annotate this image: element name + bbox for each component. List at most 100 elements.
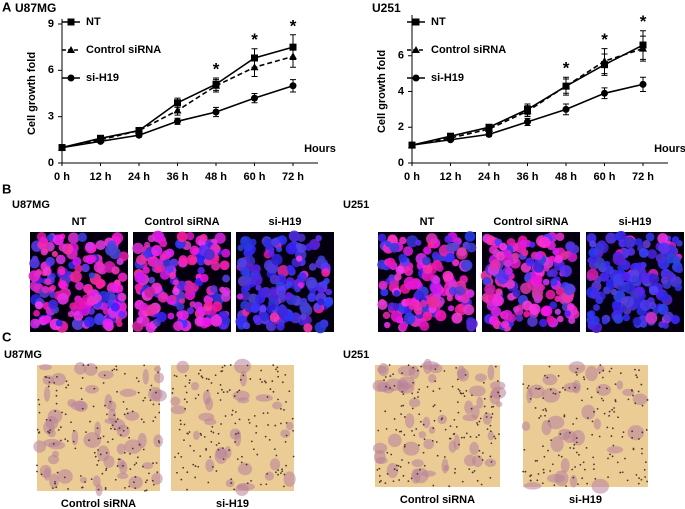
pore bbox=[275, 454, 278, 457]
significance-mark: * bbox=[213, 60, 220, 79]
cell bbox=[444, 235, 453, 244]
cell bbox=[657, 233, 669, 245]
chart-title: U251 bbox=[372, 1, 401, 15]
cell bbox=[34, 301, 44, 310]
cell bbox=[49, 291, 56, 298]
y-axis-label: Cell growth fold bbox=[26, 52, 38, 135]
pore bbox=[478, 449, 481, 452]
cell bbox=[272, 401, 283, 410]
pore bbox=[416, 472, 419, 475]
cell bbox=[317, 255, 326, 264]
cell bbox=[186, 307, 195, 315]
pore bbox=[212, 431, 215, 434]
pore bbox=[451, 385, 454, 388]
pore bbox=[283, 485, 285, 488]
cell bbox=[159, 253, 167, 261]
pore bbox=[230, 482, 233, 484]
pore bbox=[223, 364, 226, 367]
cell bbox=[71, 429, 79, 446]
cell bbox=[418, 431, 427, 439]
pore bbox=[275, 368, 277, 371]
cell bbox=[410, 468, 421, 484]
image-caption: Control siRNA bbox=[493, 216, 568, 228]
pore bbox=[277, 473, 279, 476]
cell bbox=[58, 280, 67, 289]
pore bbox=[284, 440, 287, 443]
pore bbox=[396, 469, 398, 472]
cell bbox=[528, 384, 545, 399]
pore bbox=[416, 391, 419, 394]
pore bbox=[572, 423, 575, 425]
cell bbox=[266, 321, 277, 332]
y-tick-label: 3 bbox=[48, 111, 54, 123]
cell bbox=[446, 295, 453, 302]
cell bbox=[445, 252, 455, 263]
pore bbox=[188, 431, 191, 433]
pore bbox=[143, 364, 146, 367]
cell bbox=[75, 281, 84, 291]
pore bbox=[51, 487, 54, 489]
cell bbox=[448, 286, 458, 296]
cell bbox=[285, 312, 295, 322]
cell bbox=[85, 254, 95, 265]
pore bbox=[126, 427, 129, 429]
cell bbox=[270, 237, 280, 247]
pore bbox=[44, 375, 47, 378]
pore bbox=[417, 444, 420, 447]
pore bbox=[635, 374, 638, 377]
cell bbox=[44, 278, 52, 286]
marker bbox=[524, 118, 531, 126]
pore bbox=[644, 476, 647, 478]
pore bbox=[261, 381, 263, 383]
pore bbox=[189, 444, 192, 447]
cell bbox=[533, 261, 545, 273]
pore bbox=[478, 420, 481, 423]
marker bbox=[289, 82, 297, 90]
significance-mark: * bbox=[290, 16, 297, 35]
pore bbox=[214, 374, 217, 377]
cell bbox=[563, 382, 581, 393]
pore bbox=[281, 468, 283, 471]
pore bbox=[393, 468, 396, 471]
pore bbox=[97, 459, 100, 462]
pore bbox=[221, 366, 224, 369]
cell bbox=[236, 293, 244, 300]
pore bbox=[154, 416, 157, 419]
pore bbox=[581, 477, 584, 480]
cell bbox=[170, 396, 181, 406]
pore bbox=[81, 407, 84, 410]
pore bbox=[398, 479, 401, 481]
y-tick-label: 0 bbox=[48, 157, 54, 169]
pore bbox=[234, 441, 236, 443]
cell bbox=[567, 252, 578, 263]
cell bbox=[614, 232, 623, 241]
pore bbox=[186, 471, 189, 474]
pore bbox=[138, 443, 141, 446]
pore bbox=[619, 372, 622, 375]
pore bbox=[616, 461, 619, 464]
pore bbox=[631, 436, 634, 439]
pore bbox=[255, 425, 258, 428]
cell bbox=[590, 315, 600, 326]
cell bbox=[457, 247, 467, 257]
pore bbox=[646, 399, 649, 401]
pore bbox=[283, 473, 286, 476]
cell bbox=[49, 473, 59, 489]
cell bbox=[558, 428, 572, 440]
cell bbox=[43, 386, 51, 402]
pore bbox=[609, 453, 611, 456]
cell bbox=[33, 310, 40, 317]
pore bbox=[236, 391, 239, 393]
pore bbox=[172, 387, 174, 390]
pore bbox=[234, 433, 237, 435]
pore bbox=[389, 387, 391, 389]
pore bbox=[498, 395, 501, 397]
cell bbox=[528, 303, 541, 315]
cell bbox=[45, 256, 55, 267]
cell bbox=[460, 294, 470, 304]
legend-label: si-H19 bbox=[86, 72, 119, 84]
cell bbox=[586, 268, 599, 281]
pore bbox=[441, 417, 444, 420]
cell bbox=[538, 283, 546, 291]
cell bbox=[597, 365, 605, 373]
